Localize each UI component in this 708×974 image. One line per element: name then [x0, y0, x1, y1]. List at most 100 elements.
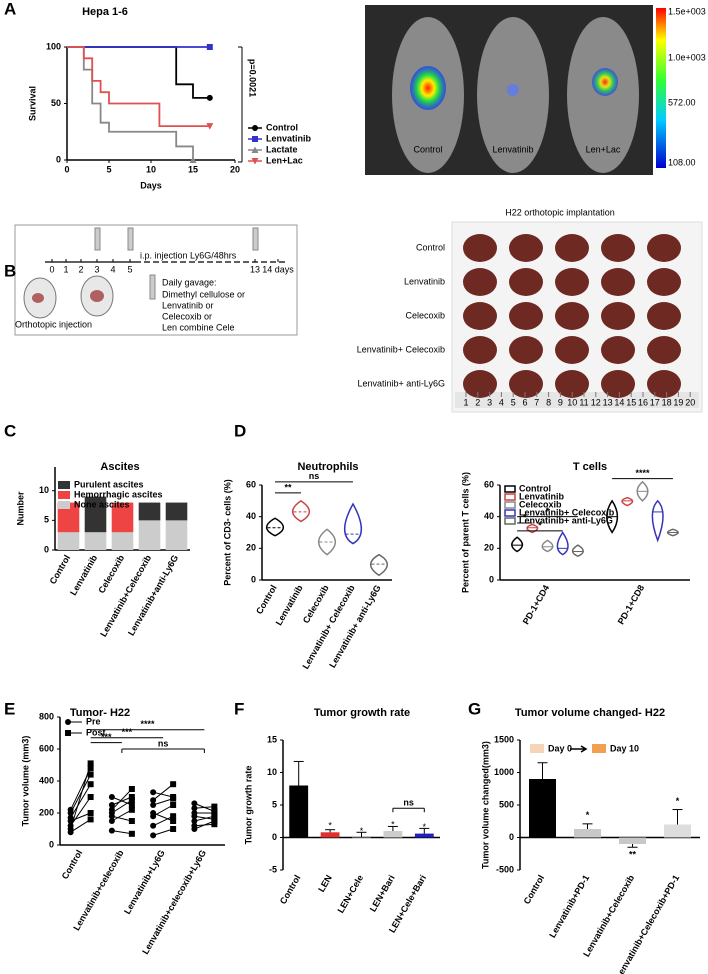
y-tick-label: 800 — [39, 711, 54, 721]
y-tick-label: 0 — [44, 544, 49, 554]
annotation: * — [328, 821, 332, 831]
y-tick-label: 40 — [484, 511, 494, 521]
x-tick-label: Lenvatinib — [68, 553, 99, 597]
legend-swatch — [504, 517, 516, 525]
legend-label: Lactate — [266, 144, 298, 154]
liver — [555, 336, 589, 364]
marker — [87, 794, 94, 800]
ruler-label: 14 — [614, 397, 624, 407]
y-tick-label: 0 — [272, 832, 277, 842]
y-tick-label: 20 — [246, 543, 256, 553]
marker — [170, 794, 177, 800]
image-label: Lenvatinib — [492, 144, 533, 154]
legend-marker — [252, 136, 258, 142]
marker — [150, 789, 157, 796]
legend-label: Pre — [86, 716, 101, 726]
y-tick-label: 0 — [49, 839, 54, 849]
marker — [128, 806, 135, 813]
marker — [108, 806, 115, 813]
liver — [509, 234, 543, 262]
marker — [211, 813, 218, 820]
annotation: * — [676, 796, 680, 806]
signal — [410, 66, 446, 110]
y-tick-label: 15 — [267, 734, 277, 744]
legend-label: Day 0 — [548, 743, 572, 753]
tumor-icon — [32, 293, 44, 303]
liver — [555, 370, 589, 398]
pair-line — [194, 815, 215, 820]
marker — [170, 818, 177, 824]
x-tick-label: Lenvatinib+anti-Ly6G — [126, 553, 180, 637]
panel-label: B — [4, 261, 16, 280]
bar — [664, 824, 691, 838]
liver — [509, 302, 543, 330]
legend-swatch — [530, 744, 544, 753]
chart-title: Neutrophils — [297, 461, 358, 473]
ruler-label: 18 — [662, 397, 672, 407]
y-tick-label: 200 — [39, 807, 54, 817]
marker — [108, 802, 115, 808]
pair-line — [111, 788, 133, 811]
y-tick-label: 20 — [484, 543, 494, 553]
x-tick-label: 10 — [146, 164, 156, 174]
ruler-label: 6 — [522, 397, 527, 407]
ruler-label: 11 — [579, 397, 588, 407]
pair-line — [111, 815, 132, 822]
y-axis-label: Tumor volume changed(mm3) — [480, 741, 490, 869]
marker — [191, 805, 198, 812]
legend-marker — [65, 719, 71, 725]
ruler-label: 13 — [603, 397, 613, 407]
pair-line — [194, 823, 215, 827]
marker — [191, 813, 198, 820]
marker — [87, 810, 94, 816]
marker — [206, 44, 213, 50]
legend-swatch — [592, 744, 606, 753]
pair-line — [111, 799, 133, 814]
y-tick-label: -5 — [269, 864, 277, 874]
colorbar — [656, 8, 666, 168]
pair-line — [152, 804, 174, 817]
chart-title: T cells — [573, 461, 607, 473]
marker — [191, 800, 198, 807]
marker — [108, 818, 115, 824]
ruler-label: 8 — [546, 397, 551, 407]
gavage-text: Dimethyl cellulose or — [162, 289, 245, 299]
day-label: 2 — [78, 264, 83, 274]
violin — [606, 499, 619, 534]
legend-label: Hemorrhagic ascites — [74, 489, 163, 499]
pair-line — [70, 774, 92, 814]
legend-swatch — [58, 501, 70, 509]
y-tick-label: 400 — [39, 775, 54, 785]
bar — [383, 831, 403, 838]
x-tick-label: 20 — [230, 164, 240, 174]
annotation: **** — [140, 719, 155, 729]
bar-segment — [138, 502, 161, 521]
y-axis-label: Survival — [27, 86, 37, 121]
x-tick-label: PD-1+CD8 — [616, 583, 647, 626]
marker — [211, 803, 218, 810]
legend-swatch — [504, 509, 516, 517]
y-tick-label: 1500 — [494, 734, 514, 744]
y-axis-label: Percent of CD3- cells (%) — [222, 479, 232, 586]
ruler-label: 7 — [534, 397, 539, 407]
injection-text: i.p. injection Ly6G/48hrs — [140, 250, 237, 260]
y-tick-label: 100 — [46, 41, 61, 51]
x-tick-label: LEN+Bari — [368, 873, 397, 913]
liver — [509, 336, 543, 364]
marker — [108, 827, 115, 834]
pair-line — [111, 796, 133, 806]
violin — [556, 531, 569, 556]
y-tick-label: 5 — [272, 799, 277, 809]
marker — [67, 806, 74, 813]
legend-swatch — [504, 493, 516, 501]
legend-label: Celecoxib — [519, 499, 562, 509]
row-label: Lenvatinib+ Celecoxib — [357, 344, 445, 354]
p-value: p=0.0021 — [248, 59, 258, 97]
x-tick-label: Lenvatinib+Celecoxib — [98, 553, 153, 639]
y-axis-label: Tumor growth rate — [243, 766, 253, 845]
ruler-label: 12 — [591, 397, 601, 407]
liver — [647, 370, 681, 398]
x-tick-label: Control — [278, 873, 303, 906]
marker — [150, 822, 157, 829]
annotation: ns — [309, 471, 320, 481]
